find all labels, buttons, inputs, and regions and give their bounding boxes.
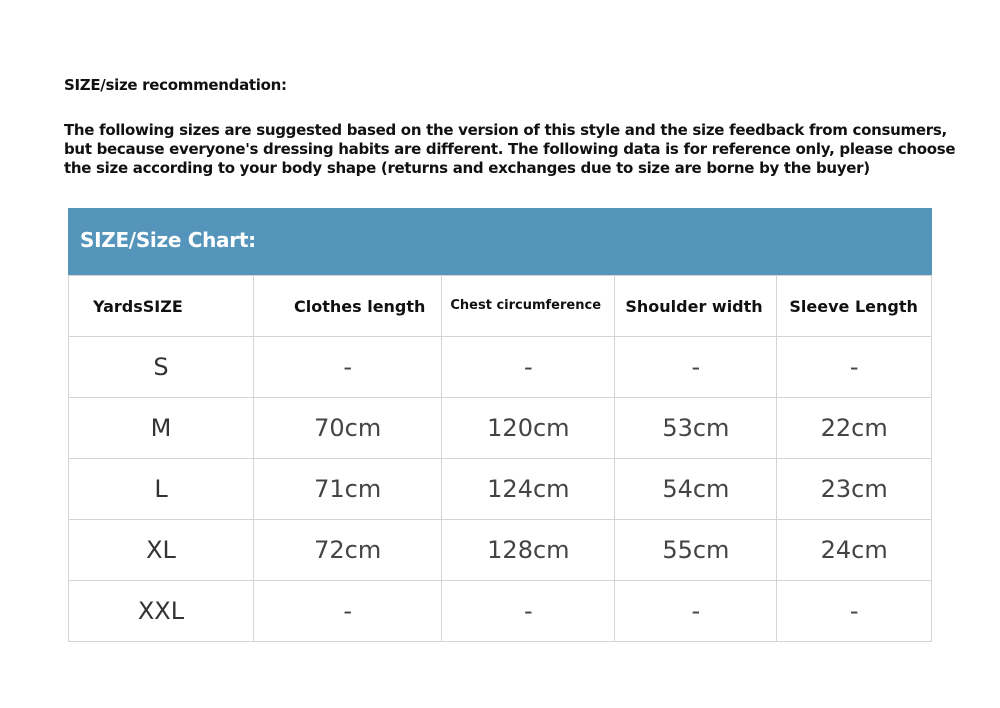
measurement-cell: 55cm [614, 519, 778, 581]
measurement-cell: - [614, 336, 778, 398]
size-label: XL [68, 519, 254, 581]
chart-title-band: SIZE/Size Chart: [68, 208, 932, 275]
measurement-cell: 120cm [441, 397, 616, 459]
size-label: L [68, 458, 254, 520]
measurement-cell: 128cm [441, 519, 616, 581]
column-header: Clothes length [252, 275, 443, 337]
table-row: S---- [68, 336, 932, 398]
column-header: Sleeve Length [776, 275, 932, 337]
chart-title: SIZE/Size Chart: [80, 228, 256, 252]
column-header: Chest circumference [441, 275, 616, 337]
size-label: S [68, 336, 254, 398]
measurement-cell: - [776, 580, 932, 642]
size-label: XXL [68, 580, 254, 642]
measurement-cell: - [441, 336, 616, 398]
column-header: Shoulder width [614, 275, 778, 337]
measurement-cell: 24cm [776, 519, 932, 581]
measurement-cell: 71cm [252, 458, 443, 520]
measurement-cell: 72cm [252, 519, 443, 581]
measurement-cell: 54cm [614, 458, 778, 520]
measurement-cell: 53cm [614, 397, 778, 459]
table-row: L 71cm 124cm 54cm 23cm [68, 458, 932, 520]
measurement-cell: - [252, 580, 443, 642]
size-label: M [68, 397, 254, 459]
table-header-row: YardsSIZE Clothes length Chest circumfer… [68, 275, 932, 337]
measurement-cell: 23cm [776, 458, 932, 520]
table-row: M 70cm 120cm 53cm 22cm [68, 397, 932, 459]
column-header: YardsSIZE [68, 275, 254, 337]
measurement-cell: 70cm [252, 397, 443, 459]
measurement-cell: 22cm [776, 397, 932, 459]
measurement-cell: - [614, 580, 778, 642]
measurement-cell: 124cm [441, 458, 616, 520]
intro-text: The following sizes are suggested based … [64, 121, 956, 177]
recommendation-title: SIZE/size recommendation: [64, 76, 287, 94]
measurement-cell: - [252, 336, 443, 398]
size-table: YardsSIZE Clothes length Chest circumfer… [68, 275, 932, 642]
table-row: XXL - - - - [68, 580, 932, 642]
measurement-cell: - [776, 336, 932, 398]
measurement-cell: - [441, 580, 616, 642]
table-row: XL 72cm 128cm 55cm 24cm [68, 519, 932, 581]
